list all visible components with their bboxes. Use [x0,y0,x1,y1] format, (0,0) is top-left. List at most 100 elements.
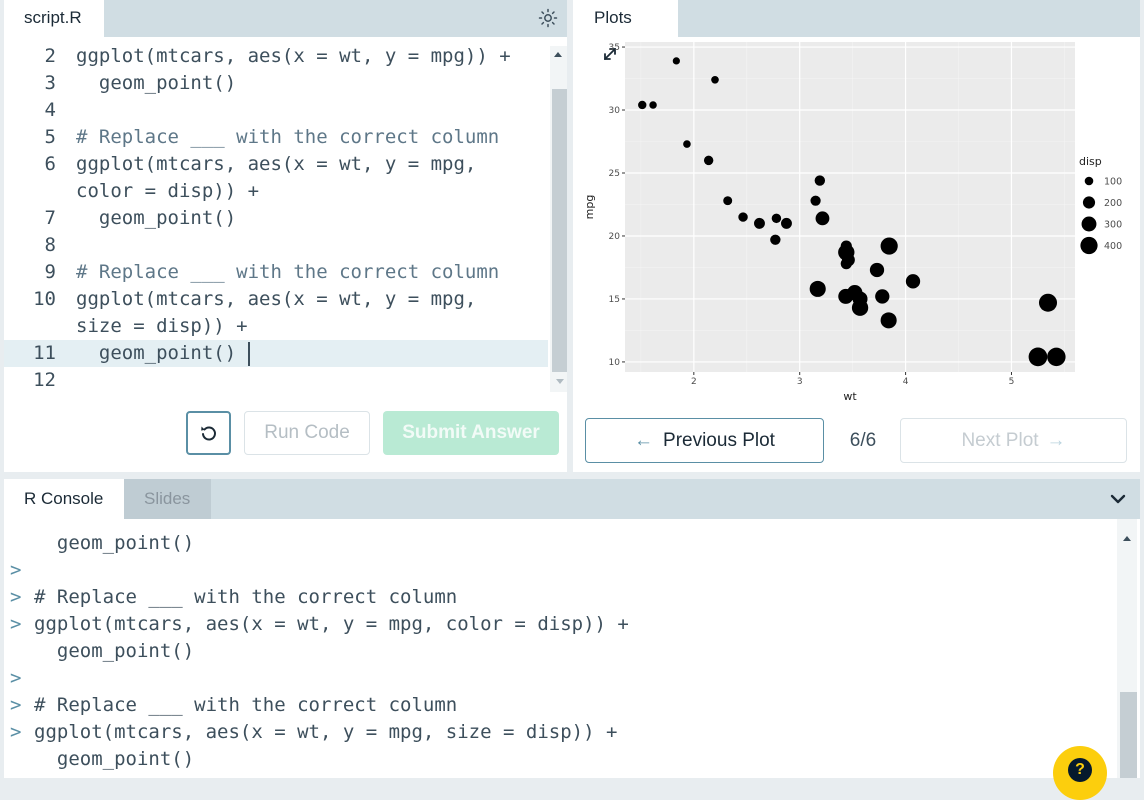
scroll-up-icon[interactable] [554,52,562,57]
console-prompt: > [10,613,22,635]
console-pane: R Console Slides geom_point() > > # Replace… [4,479,1140,778]
data-point [810,195,821,206]
line-number: 12 [33,369,56,391]
legend-title: disp [1079,155,1102,168]
data-point [754,217,765,229]
legend-label: 100 [1104,177,1122,188]
console-text: geom_point() [34,748,195,770]
code-line[interactable]: 8 [4,232,548,259]
tab-r-console[interactable]: R Console [4,479,124,519]
plot-points [638,57,1066,367]
plot-axes: 2 3 4 5 10 15 20 25 30 35 wt mpg [583,43,1014,403]
console-prompt: > [10,667,22,689]
data-point [723,196,733,206]
data-point [840,240,852,252]
console-tabbar: R Console Slides [4,479,1140,519]
code-line[interactable]: 9 # Replace ___ with the correct column [4,259,548,286]
code-line[interactable]: 4 [4,97,548,124]
legend-label: 200 [1104,198,1122,209]
console-text: # Replace ___ with the correct column [34,694,458,716]
data-point [905,274,921,289]
code-comment: # Replace ___ with the correct column [76,126,500,148]
console-text: geom_point() [34,532,195,554]
code-line[interactable]: 7 geom_point() [4,205,548,232]
line-number: 8 [44,234,56,256]
code-text: size = disp)) + [76,315,248,337]
sun-icon[interactable] [534,5,562,31]
arrow-right-icon: → [1046,429,1066,451]
console-text: # Replace ___ with the correct column [34,586,458,608]
editor-scrollbar-thumb[interactable] [552,89,567,372]
arrow-left-icon: ← [634,429,654,451]
chevron-down-icon[interactable] [1096,479,1140,519]
reset-button[interactable] [186,411,231,455]
line-number: 9 [44,261,56,283]
code-text: geom_point() [76,342,237,364]
help-icon: ? [1068,758,1092,782]
console-scrollbar-thumb[interactable] [1120,692,1137,778]
text-cursor [248,342,250,366]
data-point [838,288,854,304]
data-point [869,262,885,278]
line-number: 3 [44,72,56,94]
data-point [809,280,826,297]
plots-tabbar: Plots [573,0,1140,60]
legend-label: 400 [1104,241,1122,252]
line-number: 5 [44,126,56,148]
code-line[interactable]: size = disp)) + [4,313,548,340]
code-text: geom_point() [76,207,237,229]
code-text: ggplot(mtcars, aes(x = wt, y = mpg, [76,288,477,310]
y-tick-label: 25 [609,169,620,179]
submit-answer-button[interactable]: Submit Answer [383,411,559,455]
data-point [649,101,657,109]
scroll-down-icon[interactable] [556,379,564,384]
data-point [683,140,691,148]
legend-label: 300 [1104,220,1122,231]
line-number: 10 [33,288,56,310]
plot-counter: 6/6 [849,430,877,451]
code-text: ggplot(mtcars, aes(x = wt, y = mpg)) + [76,45,511,67]
data-point [703,155,714,166]
expand-icon[interactable] [602,46,618,62]
data-point [1028,347,1048,367]
next-plot-button[interactable]: Next Plot → [900,418,1127,463]
line-number: 2 [44,45,56,67]
code-line[interactable]: 12 [4,367,548,394]
legend-key [1084,176,1094,186]
y-tick-label: 15 [609,295,620,305]
code-line[interactable]: 2 ggplot(mtcars, aes(x = wt, y = mpg)) + [4,43,548,70]
x-axis-label: wt [843,390,857,403]
data-point [1047,347,1066,367]
legend-key [1081,216,1097,232]
code-line[interactable]: 10 ggplot(mtcars, aes(x = wt, y = mpg, [4,286,548,313]
code-text: geom_point() [76,72,237,94]
editor-tabbar: script.R [4,0,567,37]
previous-plot-button[interactable]: ← Previous Plot [585,418,824,463]
console-prompt: > [10,721,22,743]
code-editor[interactable]: 2 ggplot(mtcars, aes(x = wt, y = mpg)) + 3… [4,37,548,393]
data-point [781,217,792,229]
tab-slides[interactable]: Slides [124,479,211,519]
console-prompt: > [10,559,22,581]
run-code-button[interactable]: Run Code [244,411,370,455]
data-point [1038,293,1058,312]
legend-key [1080,236,1098,255]
code-line[interactable]: color = disp)) + [4,178,548,205]
data-point [770,234,781,245]
tab-plots[interactable]: Plots [573,0,678,60]
tab-script[interactable]: script.R [4,0,104,37]
data-point [880,237,898,255]
code-line[interactable]: 6 ggplot(mtcars, aes(x = wt, y = mpg, [4,151,548,178]
data-point [875,289,890,304]
console-scroll-up-icon[interactable] [1123,536,1131,541]
x-tick-label: 3 [797,377,803,387]
code-line[interactable]: 5 # Replace ___ with the correct column [4,124,548,151]
code-line[interactable]: 11 geom_point() [4,340,548,367]
help-button[interactable]: ? [1053,746,1107,800]
code-line[interactable]: 3 geom_point() [4,70,548,97]
plot-panel [625,42,1075,372]
editor-pane: script.R 2 ggplot(mtcars, aes(x = wt, y =… [4,0,567,472]
legend-key [1082,196,1096,209]
